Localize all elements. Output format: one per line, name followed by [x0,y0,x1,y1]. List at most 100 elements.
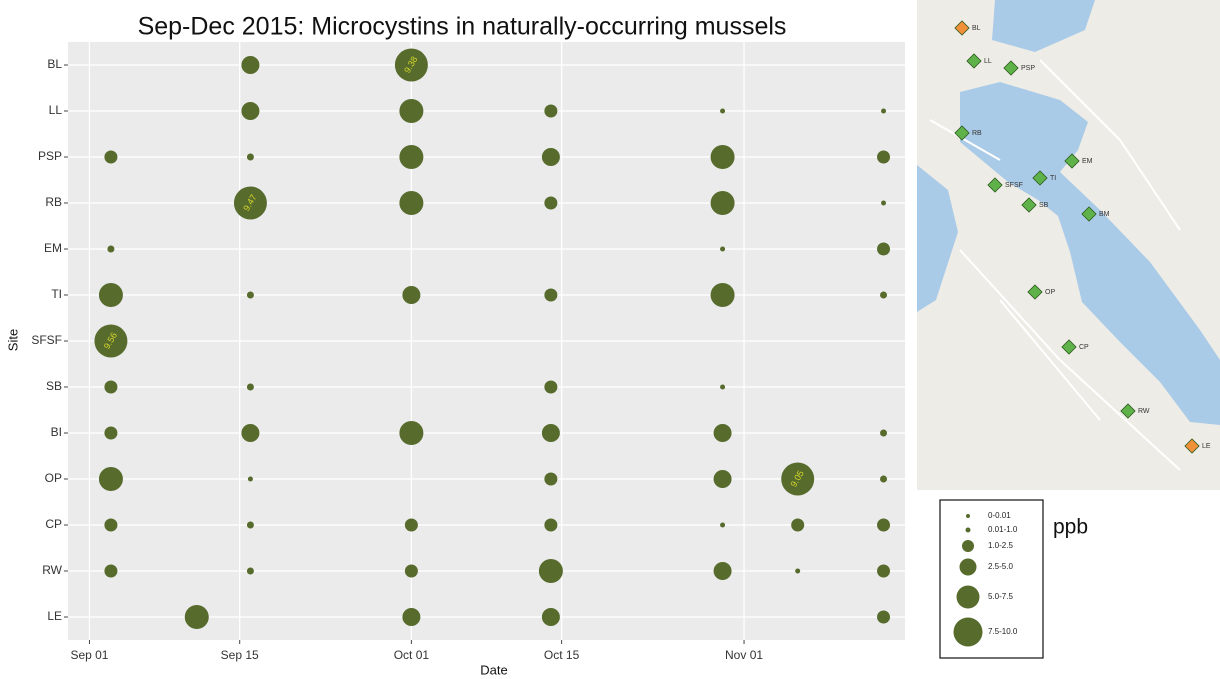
map-marker-label: BL [972,25,981,32]
bubble [247,384,254,391]
bubble [247,522,254,529]
bubble [880,476,887,483]
bubble [399,99,423,123]
bubble [880,292,887,299]
legend-symbol [966,528,971,533]
bubble [241,424,259,442]
bubble [877,611,890,624]
bubble [539,559,563,583]
map-marker-label: SB [1039,202,1049,209]
bubble [714,470,732,488]
legend-label: 1.0-2.5 [988,541,1013,550]
map-marker-label: EM [1082,158,1093,165]
bubble [720,523,725,528]
bubble [542,148,560,166]
y-tick-label: BL [47,57,62,71]
bubble [248,477,253,482]
legend-symbol [957,586,980,609]
y-tick-label: RB [45,195,62,209]
bubble [241,56,259,74]
y-tick-label: BI [51,425,62,439]
bubble [720,109,725,114]
bubble [542,608,560,626]
y-tick-label: SB [46,379,62,393]
map-marker-label: PSP [1021,65,1035,72]
map-marker-label: CP [1079,344,1089,351]
bubble [877,519,890,532]
legend-label: 7.5-10.0 [988,627,1018,636]
bubble [720,385,725,390]
bubble [544,519,557,532]
bubble [880,430,887,437]
x-tick-label: Nov 01 [725,648,763,662]
bubble [714,562,732,580]
y-tick-label: RW [42,563,62,577]
legend-label: 5.0-7.5 [988,592,1013,601]
bubble [241,102,259,120]
map-marker-label: LL [984,58,992,65]
y-tick-label: OP [45,471,62,485]
bubble [247,568,254,575]
map: BLLLPSPRBEMTISFSFSBBMOPCPRWLE [917,0,1220,490]
bubble [185,605,209,629]
bubble [877,243,890,256]
bubble [402,608,420,626]
legend-symbol [962,540,974,552]
bubble [104,427,117,440]
bubble [544,197,557,210]
bubble [104,151,117,164]
bubble [881,201,886,206]
map-marker-label: RW [1138,408,1150,415]
bubble [99,467,123,491]
x-tick-label: Sep 15 [221,648,259,662]
bubble [714,424,732,442]
map-marker-label: TI [1050,175,1056,182]
y-tick-label: LE [47,609,62,623]
bubble [711,191,735,215]
bubble [544,105,557,118]
bubble [107,246,114,253]
bubble [104,519,117,532]
y-tick-label: SFSF [31,333,62,347]
bubble [720,247,725,252]
bubble [544,289,557,302]
legend-symbol [966,514,970,518]
bubble [795,569,800,574]
x-axis-title: Date [480,662,507,677]
bubble [247,292,254,299]
map-marker-label: RB [972,130,982,137]
bubble [399,191,423,215]
x-tick-label: Oct 15 [544,648,580,662]
page: Sep-Dec 2015: Microcystins in naturally-… [0,0,1220,679]
y-tick-label: CP [45,517,62,531]
bubble [247,154,254,161]
y-tick-label: LL [49,103,63,117]
bubble [877,151,890,164]
y-tick-label: PSP [38,149,62,163]
legend-symbol [960,559,977,576]
bubble [881,109,886,114]
chart-title: Sep-Dec 2015: Microcystins in naturally-… [138,13,787,41]
bubble [791,519,804,532]
y-tick-label: TI [51,287,62,301]
map-marker-label: LE [1202,443,1211,450]
bubble [402,286,420,304]
legend-title: ppb [1053,516,1088,539]
map-marker-label: OP [1045,289,1055,296]
bubble [399,421,423,445]
bubble [711,283,735,307]
bubble [542,424,560,442]
bubble [399,145,423,169]
map-marker-label: SFSF [1005,182,1023,189]
bubble [104,381,117,394]
legend-label: 0.01-1.0 [988,525,1018,534]
bubble [405,519,418,532]
bubble [711,145,735,169]
bubble [877,565,890,578]
legend-label: 2.5-5.0 [988,562,1013,571]
x-tick-label: Oct 01 [394,648,430,662]
legend-symbol [954,618,983,647]
x-tick-label: Sep 01 [70,648,108,662]
bubble [544,381,557,394]
y-tick-label: EM [44,241,62,255]
